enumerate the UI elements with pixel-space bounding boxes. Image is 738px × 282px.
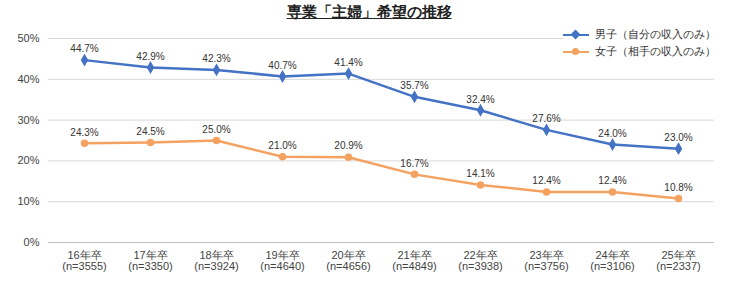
svg-text:42.9%: 42.9% [136, 51, 164, 62]
svg-text:10%: 10% [17, 195, 39, 207]
svg-text:21年卒(n=4849): 21年卒(n=4849) [392, 249, 436, 272]
svg-text:24.3%: 24.3% [70, 127, 98, 138]
svg-text:20年卒(n=4656): 20年卒(n=4656) [326, 249, 370, 272]
svg-text:21.0%: 21.0% [268, 140, 296, 151]
svg-text:44.7%: 44.7% [70, 43, 98, 54]
svg-text:23.0%: 23.0% [664, 132, 692, 143]
svg-text:19年卒(n=4640): 19年卒(n=4640) [260, 249, 304, 272]
svg-text:20.9%: 20.9% [334, 140, 362, 151]
svg-text:0%: 0% [24, 236, 40, 248]
svg-text:22年卒(n=3938): 22年卒(n=3938) [458, 249, 502, 272]
svg-text:40.7%: 40.7% [268, 60, 296, 71]
svg-text:10.8%: 10.8% [664, 182, 692, 193]
svg-text:17年卒(n=3350): 17年卒(n=3350) [128, 249, 172, 272]
svg-text:14.1%: 14.1% [466, 168, 494, 179]
svg-text:50%: 50% [17, 32, 39, 44]
svg-text:24.0%: 24.0% [598, 128, 626, 139]
svg-text:24.5%: 24.5% [136, 126, 164, 137]
svg-text:18年卒(n=3924): 18年卒(n=3924) [194, 249, 238, 272]
html-text:男子（自分の収入のみ）: 男子（自分の収入のみ） [595, 28, 716, 40]
svg-text:27.6%: 27.6% [532, 113, 560, 124]
svg-text:42.3%: 42.3% [202, 53, 230, 64]
svg-text:41.4%: 41.4% [334, 57, 362, 68]
svg-text:12.4%: 12.4% [532, 175, 560, 186]
svg-text:30%: 30% [17, 114, 39, 126]
svg-text:25年卒(n=2337): 25年卒(n=2337) [656, 249, 700, 272]
html-text:専業「主婦」希望の推移: 専業「主婦」希望の推移 [286, 3, 452, 20]
svg-text:20%: 20% [17, 154, 39, 166]
svg-text:35.7%: 35.7% [400, 80, 428, 91]
html-text:女子（相手の収入のみ）: 女子（相手の収入のみ） [595, 45, 716, 57]
svg-text:12.4%: 12.4% [598, 175, 626, 186]
svg-text:25.0%: 25.0% [202, 124, 230, 135]
svg-text:32.4%: 32.4% [466, 94, 494, 105]
svg-text:23年卒(n=3756): 23年卒(n=3756) [524, 249, 568, 272]
svg-text:16年卒(n=3555): 16年卒(n=3555) [62, 249, 106, 272]
svg-text:40%: 40% [17, 73, 39, 85]
svg-text:16.7%: 16.7% [400, 158, 428, 169]
svg-text:24年卒(n=3106): 24年卒(n=3106) [590, 249, 634, 272]
